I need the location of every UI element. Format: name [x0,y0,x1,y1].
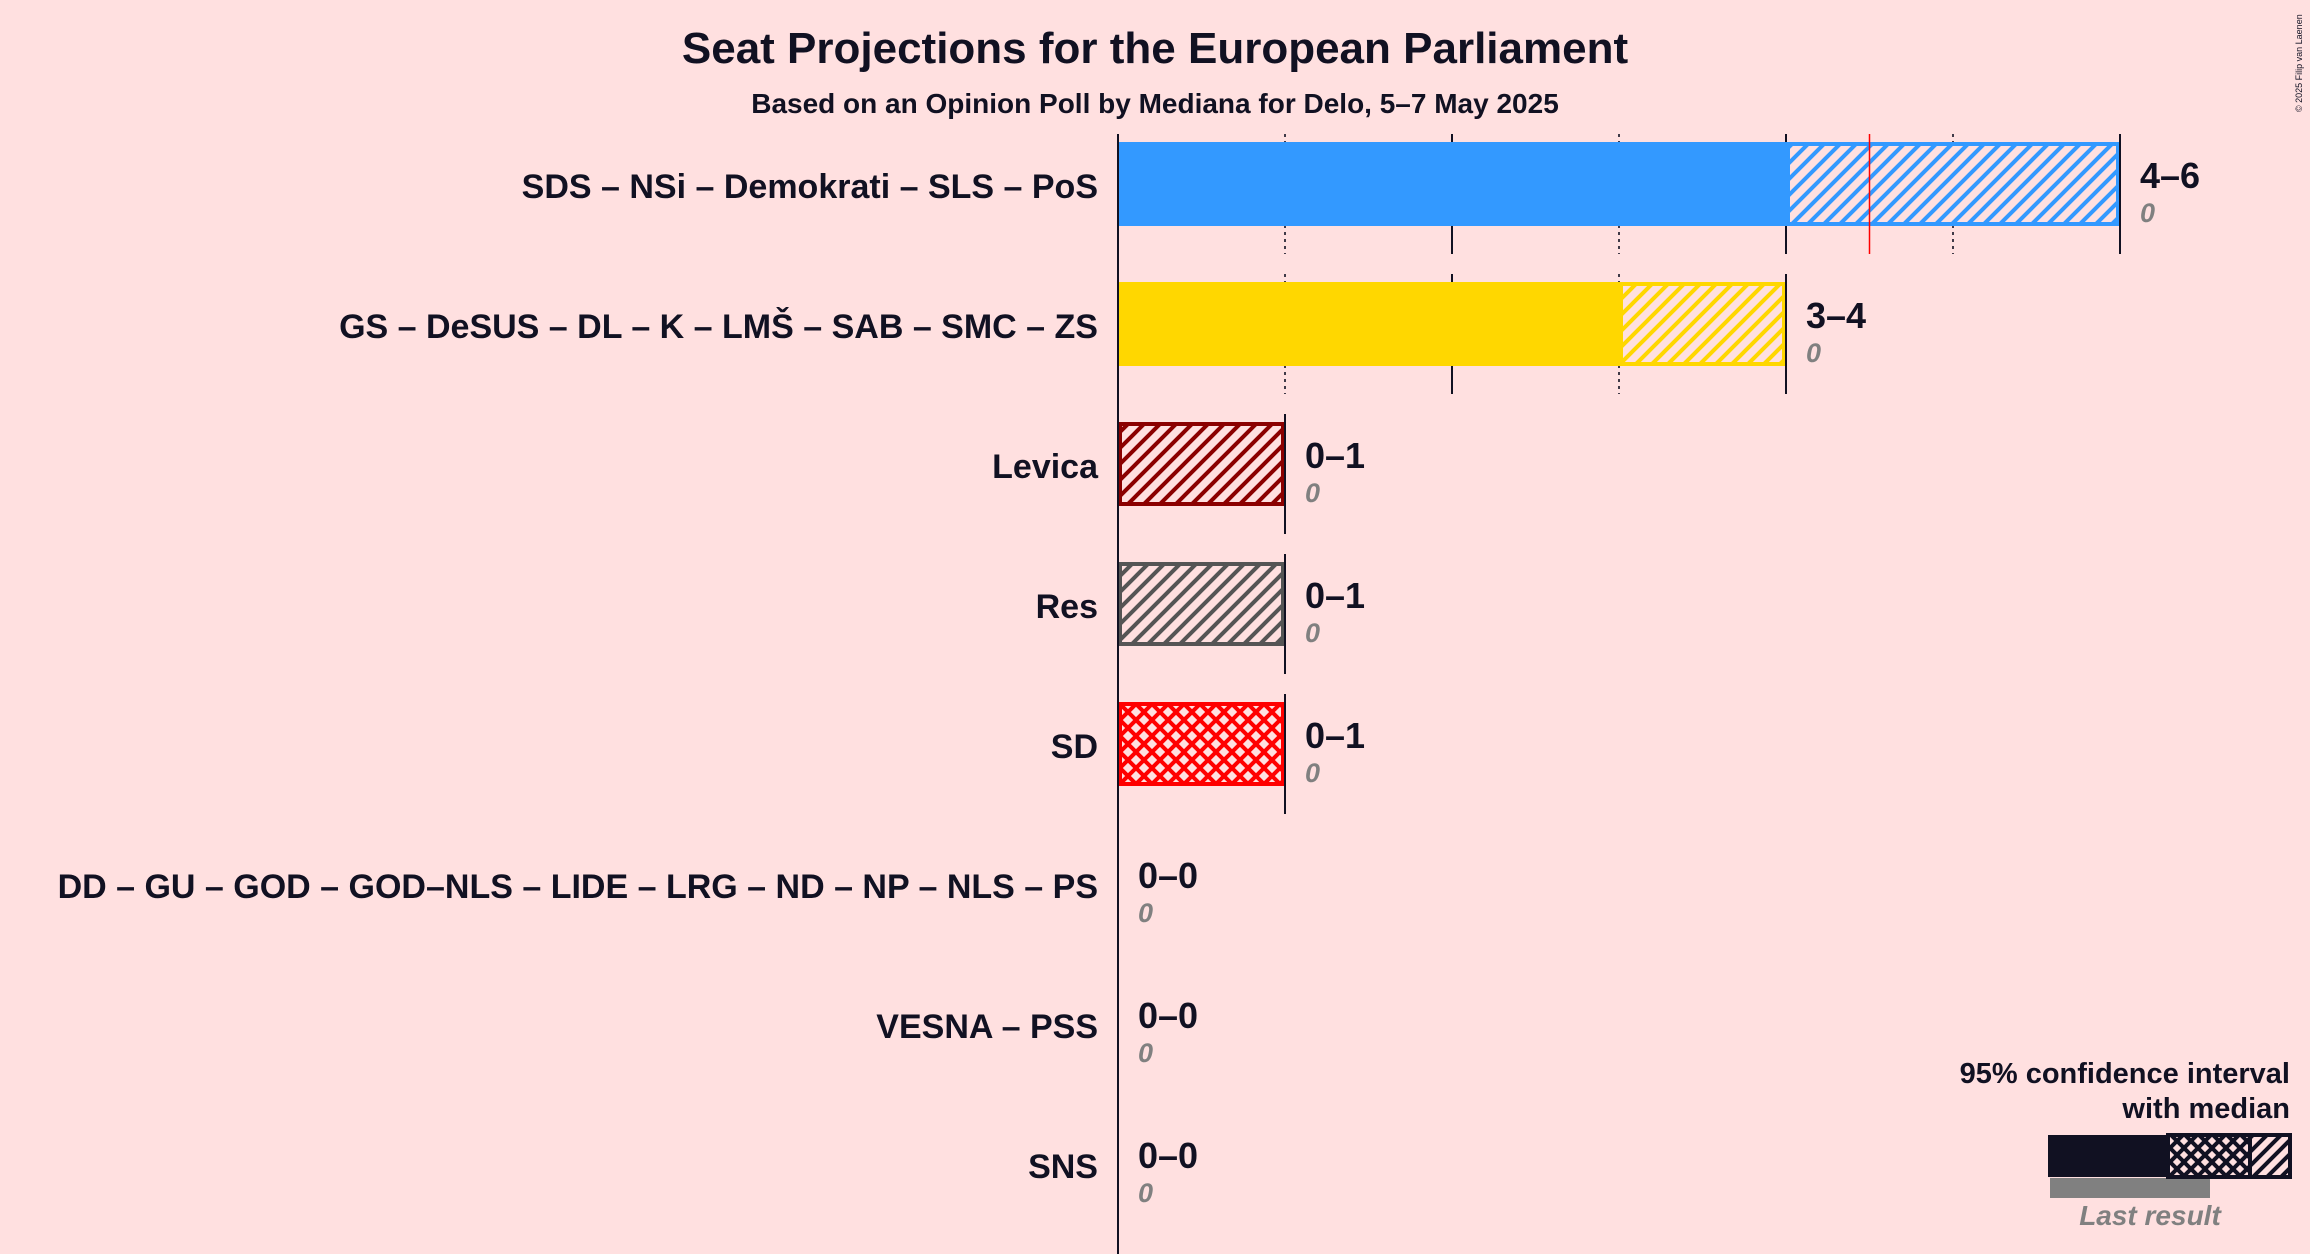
bar-solid [1118,282,1619,366]
party-label: DD – GU – GOD – GOD–NLS – LIDE – LRG – N… [58,868,1098,906]
copyright-note: © 2025 Filip van Laenen [2294,14,2304,112]
bar-solid [1118,142,1786,226]
last-result-label: 0 [1305,618,1320,648]
last-result-label: 0 [1305,478,1320,508]
party-label: SDS – NSi – Demokrati – SLS – PoS [522,168,1098,206]
last-result-label: 0 [1138,1038,1153,1068]
last-result-label: 0 [1138,898,1153,928]
range-label: 0–1 [1305,435,1365,476]
last-result-label: 0 [2140,198,2155,228]
legend-last-result-label: Last result [2079,1200,2222,1231]
party-label: SD [1051,728,1098,766]
range-label: 0–0 [1138,995,1198,1036]
range-label: 4–6 [2140,155,2200,196]
party-label: Levica [992,448,1099,486]
legend: 95% confidence interval with median Last… [1960,1058,2292,1231]
chart-subtitle: Based on an Opinion Poll by Mediana for … [751,88,1559,119]
range-label: 0–0 [1138,855,1198,896]
bar-interval [1118,422,1285,506]
last-result-label: 0 [1138,1178,1153,1208]
last-result-label: 0 [1305,758,1320,788]
bar-interval [1786,142,2120,226]
range-label: 0–1 [1305,575,1365,616]
bar-interval [1118,562,1285,646]
legend-solid-block [2048,1135,2168,1177]
party-label: SNS [1028,1148,1098,1186]
range-label: 0–0 [1138,1135,1198,1176]
legend-title-line1: 95% confidence interval [1960,1058,2290,1090]
legend-last-result-bar [2050,1178,2210,1198]
party-label: GS – DeSUS – DL – K – LMŠ – SAB – SMC – … [339,307,1098,346]
legend-diagonal-block [2248,1133,2292,1179]
legend-title-line2: with median [2121,1093,2290,1125]
last-result-label: 0 [1806,338,1821,368]
legend-crosshatch-block [2166,1133,2252,1179]
chart-title: Seat Projections for the European Parlia… [682,24,1629,73]
party-label: Res [1036,588,1098,626]
bars-layer: SDS – NSi – Demokrati – SLS – PoS 4–60GS … [58,134,2200,1254]
bar-interval [1619,282,1786,366]
range-label: 0–1 [1305,715,1365,756]
range-label: 3–4 [1806,295,1866,336]
party-label: VESNA – PSS [876,1008,1098,1046]
bar-interval [1118,702,1285,786]
